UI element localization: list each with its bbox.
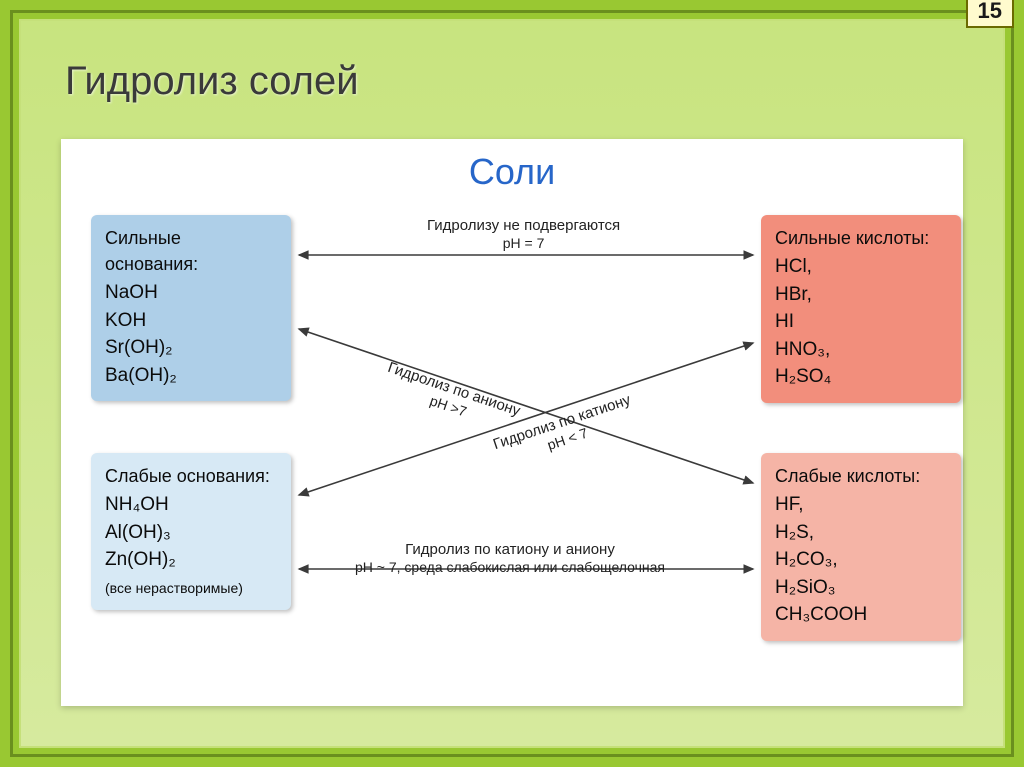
arrow-label-line: pH = 7	[427, 235, 620, 252]
arrow-label-both: Гидролиз по катиону и аниону pH ~ 7, сре…	[355, 541, 665, 576]
slide-title: Гидролиз солей	[65, 59, 359, 104]
acid-item: H₂S,	[775, 519, 947, 547]
acid-item: H₂SiO₃	[775, 574, 947, 602]
strong-bases-box: Сильные основания: NaOH KOH Sr(OH)₂ Ba(O…	[91, 215, 291, 401]
weak-bases-box: Слабые основания: NH₄OH Al(OH)₃ Zn(OH)₂ …	[91, 453, 291, 610]
acid-item: HF,	[775, 491, 947, 519]
weak-bases-note: (все нерастворимые)	[105, 578, 277, 598]
acid-item: HCl,	[775, 253, 947, 281]
base-item: Ba(OH)₂	[105, 362, 277, 390]
content-area: Соли Сильные основания: NaOH KOH Sr(OH)₂…	[61, 139, 963, 706]
acid-item: CH₃COOH	[775, 601, 947, 629]
page-number-badge: 15	[966, 0, 1014, 28]
acid-item: H₂CO₃,	[775, 546, 947, 574]
strong-acids-box: Сильные кислоты: HCl, HBr, HI HNO₃, H₂SO…	[761, 215, 961, 403]
base-item: Al(OH)₃	[105, 519, 277, 547]
base-item: NaOH	[105, 279, 277, 307]
acid-item: H₂SO₄	[775, 363, 947, 391]
weak-bases-title: Слабые основания:	[105, 463, 277, 489]
base-item: Sr(OH)₂	[105, 334, 277, 362]
weak-acids-title: Слабые кислоты:	[775, 463, 947, 489]
arrow-label-line: Гидролизу не подвергаются	[427, 217, 620, 235]
base-item: Zn(OH)₂	[105, 546, 277, 574]
arrow-label-anion: Гидролиз по аниону pH >7	[380, 359, 523, 437]
acid-item: HBr,	[775, 281, 947, 309]
acid-item: HI	[775, 308, 947, 336]
strong-bases-title: Сильные основания:	[105, 225, 277, 277]
arrow-label-no-hydrolysis: Гидролизу не подвергаются pH = 7	[427, 217, 620, 252]
strong-acids-title: Сильные кислоты:	[775, 225, 947, 251]
slide-outer-frame: 15 Гидролиз солей Соли Сильные основания…	[0, 0, 1024, 767]
base-item: KOH	[105, 307, 277, 335]
frame-border-light: Гидролиз солей Соли Сильные основания: N…	[19, 19, 1005, 748]
weak-acids-box: Слабые кислоты: HF, H₂S, H₂CO₃, H₂SiO₃ C…	[761, 453, 961, 641]
arrow-label-line: pH ~ 7, среда слабокислая или слабощелоч…	[355, 559, 665, 576]
acid-item: HNO₃,	[775, 336, 947, 364]
frame-border-dark: Гидролиз солей Соли Сильные основания: N…	[10, 10, 1014, 757]
arrow-label-line: Гидролиз по катиону и аниону	[355, 541, 665, 559]
content-title: Соли	[469, 151, 555, 193]
base-item: NH₄OH	[105, 491, 277, 519]
